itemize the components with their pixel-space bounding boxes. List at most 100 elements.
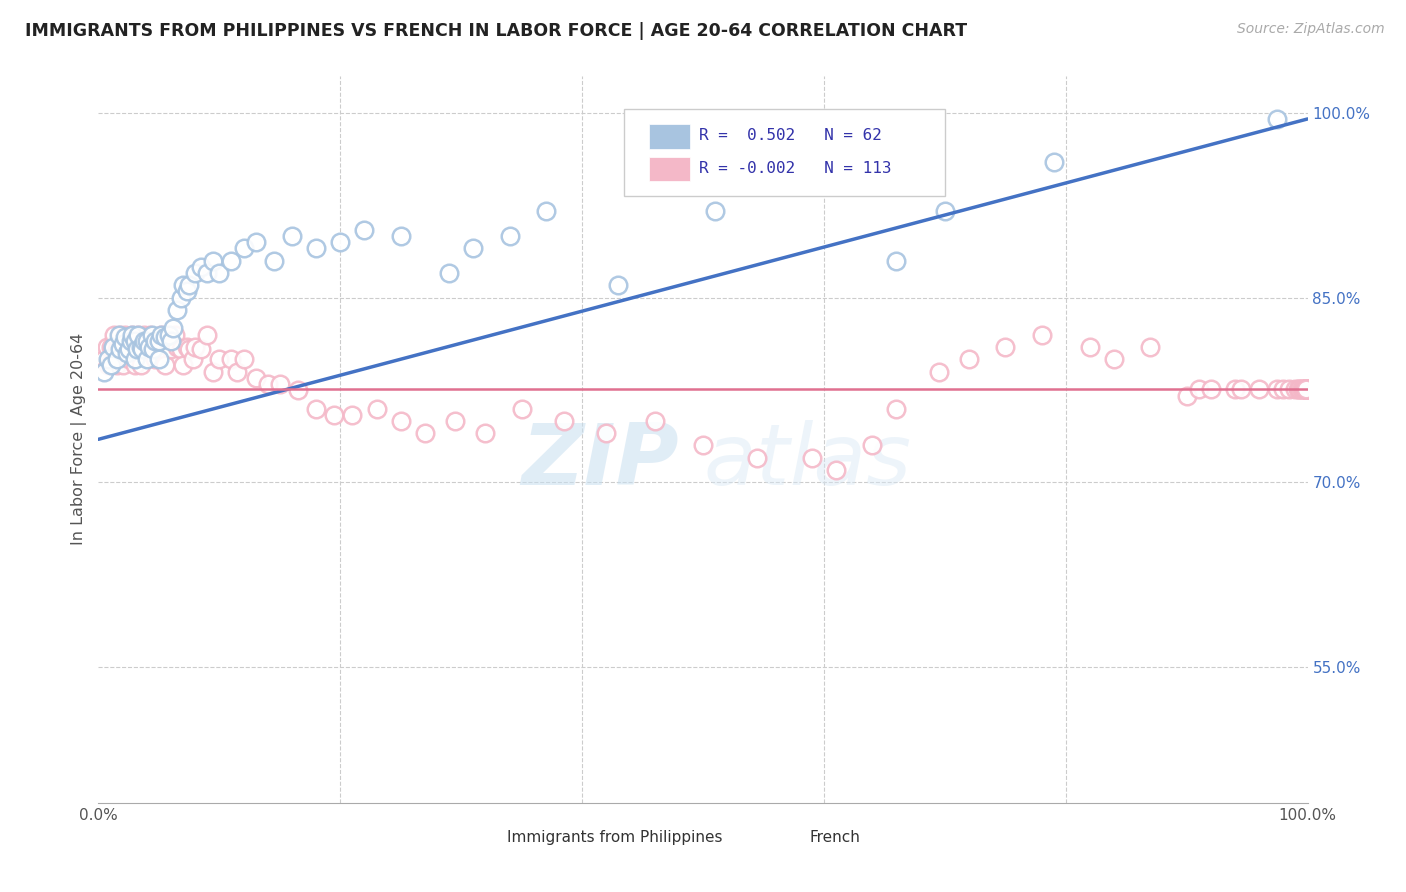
Point <box>100 340 122 354</box>
Point <box>105 352 128 367</box>
Point <box>97 359 120 373</box>
Point <box>139 327 162 342</box>
Point <box>1199 382 1222 396</box>
Point <box>886 253 908 268</box>
Point <box>1291 382 1313 396</box>
Point <box>704 204 727 219</box>
Point <box>127 343 149 357</box>
Point <box>886 401 908 416</box>
Point <box>1295 382 1317 396</box>
Point <box>120 343 142 357</box>
Point <box>138 343 160 357</box>
Point <box>145 340 167 354</box>
Point <box>389 229 412 244</box>
Point <box>103 327 125 342</box>
Point <box>860 438 883 452</box>
Point <box>366 401 388 416</box>
Point <box>108 340 131 354</box>
Point <box>105 343 128 357</box>
FancyBboxPatch shape <box>648 156 690 181</box>
Point <box>1295 382 1317 396</box>
Point <box>607 278 630 293</box>
Point <box>169 291 191 305</box>
Point <box>129 340 152 354</box>
Point <box>245 370 267 384</box>
Point <box>124 352 146 367</box>
Point <box>353 223 375 237</box>
Point <box>1295 382 1317 396</box>
Point <box>172 278 194 293</box>
Point <box>93 365 115 379</box>
Point <box>114 330 136 344</box>
Point <box>124 334 146 348</box>
Point <box>176 285 198 299</box>
FancyBboxPatch shape <box>648 124 690 148</box>
Point <box>329 235 352 249</box>
Point <box>1102 352 1125 367</box>
Point <box>135 340 157 354</box>
Point <box>190 260 212 274</box>
Text: R = -0.002   N = 113: R = -0.002 N = 113 <box>699 161 891 177</box>
Point <box>100 359 122 373</box>
Point <box>1223 382 1246 396</box>
Point <box>118 343 141 357</box>
Point <box>1267 112 1289 126</box>
Point <box>323 408 346 422</box>
Text: atlas: atlas <box>703 419 911 502</box>
Point <box>143 334 166 348</box>
Point <box>118 352 141 367</box>
Text: Immigrants from Philippines: Immigrants from Philippines <box>508 830 723 846</box>
Point <box>928 365 950 379</box>
Point <box>166 302 188 317</box>
Point <box>148 334 170 348</box>
Point <box>389 414 412 428</box>
Point <box>134 327 156 342</box>
Point <box>994 340 1017 354</box>
Point <box>245 235 267 249</box>
Point <box>96 340 118 354</box>
Point <box>150 327 173 342</box>
Point <box>150 327 173 342</box>
Point <box>202 365 225 379</box>
Point <box>142 343 165 357</box>
Text: French: French <box>810 830 860 846</box>
Point <box>127 327 149 342</box>
Point <box>172 359 194 373</box>
Point <box>108 352 131 367</box>
Point <box>1292 382 1315 396</box>
Point <box>644 414 666 428</box>
Point <box>135 352 157 367</box>
Point <box>124 340 146 354</box>
Point <box>111 359 134 373</box>
Point <box>1042 155 1064 169</box>
Point <box>129 340 152 354</box>
Point <box>157 327 180 342</box>
Point <box>208 352 231 367</box>
Point <box>1249 382 1271 396</box>
Point <box>1295 382 1317 396</box>
Point <box>1230 382 1253 396</box>
Point <box>114 340 136 354</box>
Point <box>132 343 155 357</box>
Point <box>141 327 163 342</box>
Point <box>1292 382 1315 396</box>
Point <box>124 359 146 373</box>
Point <box>1175 389 1198 403</box>
Point <box>281 229 304 244</box>
Point <box>108 343 131 357</box>
FancyBboxPatch shape <box>624 109 945 195</box>
Point <box>1295 382 1317 396</box>
Point <box>169 343 191 357</box>
Point <box>121 327 143 342</box>
Point <box>1139 340 1161 354</box>
Point <box>1295 382 1317 396</box>
Point <box>437 266 460 280</box>
Point <box>934 204 956 219</box>
Point <box>184 266 207 280</box>
Point <box>148 352 170 367</box>
Point <box>269 376 291 391</box>
Point <box>162 321 184 335</box>
Point <box>117 343 139 357</box>
Point <box>131 343 153 357</box>
Point <box>444 414 467 428</box>
